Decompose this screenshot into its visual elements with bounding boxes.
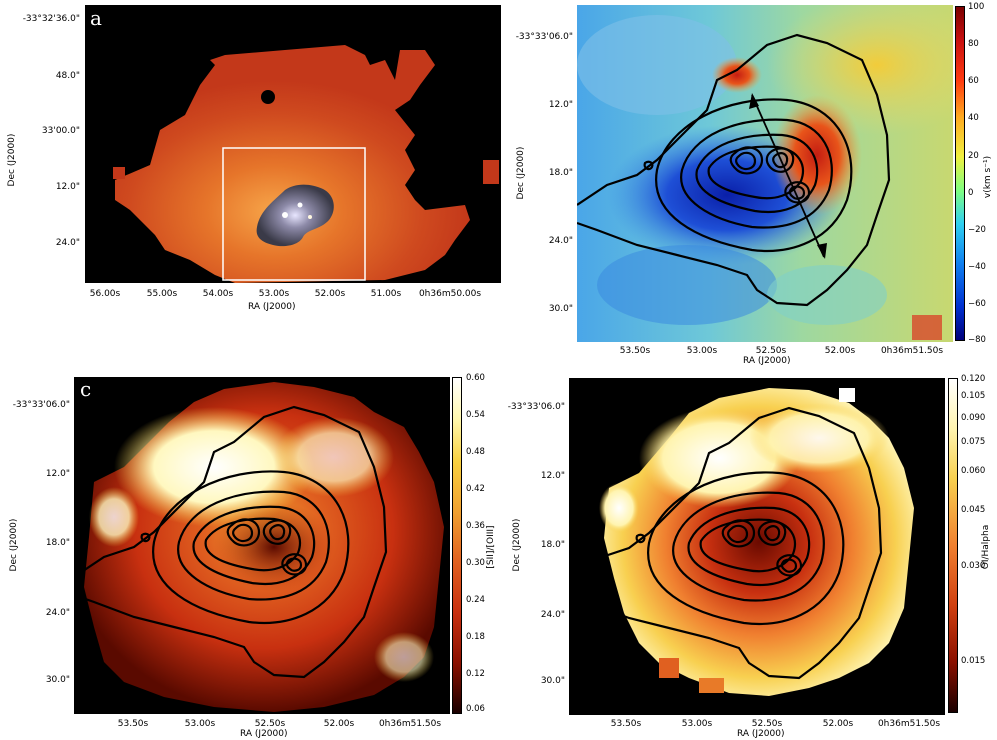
panel-c-colorbar (452, 377, 462, 714)
panel-d-xlabel: RA (J2000) (737, 729, 785, 739)
panel-b-cbar-tick: −60 (968, 299, 986, 309)
panel-b-ytick: -33°33'06.0" (515, 32, 573, 42)
panel-d-xtick: 0h36m51.50s (877, 719, 941, 729)
panel-b-cbar-tick: −40 (968, 262, 986, 272)
panel-a-ytick: -33°32'36.0" (22, 14, 80, 24)
panel-c-sii-oiii-map: c (74, 377, 450, 714)
panel-b-xtick: 52.50s (755, 346, 787, 356)
panel-b-cbar-tick: −80 (968, 335, 986, 345)
panel-a-xtick: 0h36m50.00s (418, 289, 482, 299)
panel-d-xtick: 53.00s (681, 719, 713, 729)
panel-b-cbar-tick: 0 (968, 188, 974, 198)
panel-c-cbar-tick: 0.12 (466, 669, 485, 679)
panel-c-ytick: 30.0" (45, 675, 70, 685)
panel-b-cbar-tick: 80 (968, 39, 979, 49)
panel-b-cbar-tick: −20 (968, 225, 986, 235)
panel-c-cbar-tick: 0.24 (466, 595, 485, 605)
panel-c-cbar-tick: 0.48 (466, 447, 485, 457)
panel-c-cbar-tick: 0.42 (466, 484, 485, 494)
panel-b-ytick: 12.0" (548, 100, 573, 110)
panel-d-oi-halpha-map: d (569, 378, 945, 715)
panel-d-cbar-tick: 0.090 (961, 413, 986, 423)
panel-c-letter: c (80, 377, 92, 401)
panel-a-ylabel: Dec (J2000) (7, 133, 17, 187)
panel-a-xtick: 56.00s (89, 289, 121, 299)
panel-c-xlabel: RA (J2000) (240, 729, 288, 739)
panel-b-cbar-tick: 100 (968, 2, 985, 12)
panel-b-xtick: 0h36m51.50s (880, 346, 944, 356)
panel-b-colorbar (955, 6, 965, 341)
panel-b-xlabel: RA (J2000) (743, 356, 791, 366)
panel-c-cbar-label: [SII]/[OIII] (486, 525, 496, 569)
panel-d-cbar-tick: 0.120 (961, 374, 986, 384)
panel-d-cbar-tick: 0.045 (961, 505, 986, 515)
panel-a-ytick: 48.0" (55, 71, 80, 81)
panel-a-xtick: 52.00s (314, 289, 346, 299)
panel-c-ytick: 18.0" (45, 538, 70, 548)
panel-b-ylabel: Dec (J2000) (516, 146, 526, 200)
panel-b-xtick: 52.00s (824, 346, 856, 356)
panel-c-ylabel: Dec (J2000) (9, 518, 19, 572)
panel-d-cbar-tick: 0.015 (961, 656, 986, 666)
panel-a-letter: a (90, 6, 102, 30)
panel-a-ytick: 24.0" (55, 238, 80, 248)
panel-b-xtick: 53.00s (686, 346, 718, 356)
panel-d-ytick: 18.0" (540, 540, 565, 550)
panel-b-ytick: 18.0" (548, 168, 573, 178)
panel-b-cbar-label: v(km s⁻¹) (983, 155, 993, 199)
panel-d-ylabel: Dec (J2000) (512, 518, 522, 572)
panel-b-cbar-tick: 60 (968, 76, 979, 86)
panel-b-cbar-tick: 20 (968, 151, 979, 161)
panel-d-ytick: 12.0" (540, 471, 565, 481)
panel-a-xtick: 55.00s (146, 289, 178, 299)
panel-d-cbar-label: OI/Halpha (981, 524, 991, 570)
panel-b-xtick: 53.50s (619, 346, 651, 356)
panel-d: d -33°33'06.0" 12.0" 18.0" 24.0" 30.0" 5… (505, 370, 997, 740)
panel-d-colorbar (948, 378, 958, 713)
panel-c-cbar-tick: 0.30 (466, 558, 485, 568)
panel-b-velocity-map: b (577, 5, 953, 342)
panel-c-cbar-tick: 0.18 (466, 632, 485, 642)
panel-c-xtick: 52.50s (254, 719, 286, 729)
panel-b-ytick: 30.0" (548, 304, 573, 314)
panel-a-ytick: 33'00.0" (41, 126, 80, 136)
panel-d-xtick: 52.50s (751, 719, 783, 729)
panel-a-xlabel: RA (J2000) (248, 302, 296, 312)
panel-b-cbar-tick: 40 (968, 113, 979, 123)
panel-a-image: a (85, 5, 501, 283)
panel-d-ytick: 30.0" (540, 676, 565, 686)
panel-d-cbar-tick: 0.105 (961, 391, 986, 401)
panel-c-cbar-tick: 0.54 (466, 410, 485, 420)
panel-d-xtick: 52.00s (822, 719, 854, 729)
panel-b: b -33°33'06.0" 12.0" 18.0" 24.0" 30.0" 5… (505, 0, 997, 370)
panel-a-xtick: 51.00s (370, 289, 402, 299)
panel-c-ytick: -33°33'06.0" (12, 400, 70, 410)
panel-a-xtick: 54.00s (202, 289, 234, 299)
panel-c-xtick: 52.00s (323, 719, 355, 729)
panel-c-cbar-tick: 0.36 (466, 521, 485, 531)
panel-d-ytick: 24.0" (540, 610, 565, 620)
panel-c-ytick: 12.0" (45, 469, 70, 479)
panel-b-ytick: 24.0" (548, 236, 573, 246)
panel-c: c -33°33'06.0" 12.0" 18.0" 24.0" 30.0" 5… (0, 370, 505, 740)
panel-c-cbar-tick: 0.06 (466, 704, 485, 714)
panel-c-ytick: 24.0" (45, 608, 70, 618)
panel-d-cbar-tick: 0.075 (961, 437, 986, 447)
panel-a: a -33°32'36.0" 48.0" 33'00.0" 12.0" 24.0… (0, 0, 505, 330)
panel-c-cbar-tick: 0.60 (466, 373, 485, 383)
panel-c-xtick: 0h36m51.50s (378, 719, 442, 729)
panel-c-xtick: 53.50s (117, 719, 149, 729)
panel-d-xtick: 53.50s (610, 719, 642, 729)
panel-d-cbar-tick: 0.030 (961, 561, 986, 571)
panel-a-ytick: 12.0" (55, 182, 80, 192)
panel-d-ytick: -33°33'06.0" (507, 402, 565, 412)
panel-a-xtick: 53.00s (258, 289, 290, 299)
panel-d-cbar-tick: 0.060 (961, 466, 986, 476)
panel-c-xtick: 53.00s (184, 719, 216, 729)
